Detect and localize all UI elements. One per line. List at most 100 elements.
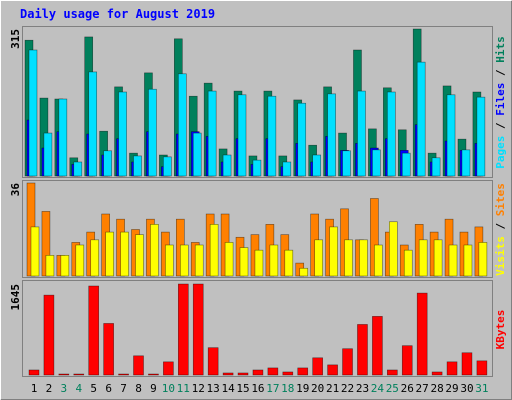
x-tick-label: 25: [386, 382, 399, 395]
x-tick-label: 19: [296, 382, 309, 395]
bar: [207, 90, 217, 177]
bar: [329, 226, 338, 277]
x-tick-label: 15: [236, 382, 249, 395]
bar: [224, 242, 234, 277]
bar: [342, 348, 353, 376]
bar: [252, 159, 262, 177]
bar: [269, 244, 279, 277]
bar: [448, 244, 458, 277]
bar: [43, 294, 55, 376]
x-tick-label: 3: [61, 382, 68, 395]
bar: [403, 249, 413, 277]
bar: [58, 98, 68, 177]
bar: [327, 93, 336, 177]
x-tick-label: 9: [150, 382, 157, 395]
chart-title: Daily usage for August 2019: [20, 7, 215, 21]
bar: [387, 369, 398, 376]
x-tick-label: 17: [266, 382, 279, 395]
legend: KBytes: [494, 310, 507, 350]
bar: [401, 345, 413, 376]
bar: [314, 239, 323, 277]
bar: [252, 369, 264, 376]
bar: [192, 132, 202, 177]
x-tick-label: 5: [90, 382, 97, 395]
bar: [163, 156, 172, 177]
x-tick-label: 28: [430, 382, 443, 395]
bar: [43, 132, 53, 177]
bar: [73, 161, 83, 177]
legend-entry: Hits: [494, 36, 507, 63]
bar: [178, 73, 187, 177]
bar: [103, 323, 114, 376]
bar: [416, 292, 428, 376]
bar: [372, 316, 383, 376]
bar: [45, 255, 55, 277]
bar: [267, 367, 279, 376]
x-tick-label: 27: [416, 382, 429, 395]
legend-separator: /: [494, 69, 507, 76]
bar: [105, 231, 114, 277]
bar: [297, 367, 309, 376]
bar: [299, 267, 309, 277]
bar: [73, 373, 85, 376]
bar: [150, 224, 159, 277]
bar: [401, 152, 411, 177]
bar: [389, 221, 398, 277]
bar: [178, 283, 189, 376]
x-tick-label: 14: [221, 382, 235, 395]
bar: [60, 255, 70, 277]
bar: [28, 369, 40, 376]
bar: [30, 226, 40, 277]
bar: [192, 283, 204, 376]
bar: [446, 94, 456, 177]
bar: [431, 371, 443, 376]
x-tick-label: 22: [341, 382, 354, 395]
bar: [75, 244, 85, 277]
x-tick-label: 16: [251, 382, 264, 395]
bar: [207, 347, 219, 376]
bar: [118, 91, 127, 177]
panel-frame: [22, 280, 493, 377]
bar: [372, 149, 381, 177]
y-tick-label: 36: [9, 183, 22, 197]
x-tick-label: 29: [445, 382, 458, 395]
x-tick-label: 24: [371, 382, 385, 395]
bar: [282, 371, 294, 376]
bar: [431, 157, 441, 177]
panel-frame: [22, 180, 493, 278]
bar: [237, 372, 249, 376]
bar: [222, 372, 234, 376]
x-tick-label: 13: [207, 382, 220, 395]
bar: [239, 247, 249, 277]
x-tick-label: 30: [460, 382, 473, 395]
bar: [418, 239, 428, 277]
bar: [133, 355, 144, 376]
legend-entry: KBytes: [494, 310, 507, 350]
bar: [28, 49, 38, 177]
bar: [342, 150, 351, 177]
x-tick-label: 20: [311, 382, 324, 395]
bar: [148, 373, 159, 376]
bar: [120, 231, 129, 277]
bar: [416, 61, 426, 177]
legend-entry: Pages: [494, 136, 507, 169]
x-tick-label: 1: [31, 382, 38, 395]
panel-frame: [22, 26, 493, 178]
y-tick-label: 1645: [9, 284, 22, 311]
bar: [297, 102, 307, 177]
bar: [463, 244, 473, 277]
bar: [476, 360, 488, 376]
x-tick-label: 7: [120, 382, 127, 395]
x-tick-label: 2: [46, 382, 53, 395]
x-tick-label: 8: [135, 382, 142, 395]
bar: [344, 239, 353, 277]
legend-separator: /: [494, 122, 507, 129]
bar: [359, 239, 368, 277]
bar: [267, 95, 277, 177]
bar: [461, 352, 473, 376]
bar: [194, 244, 204, 277]
bar: [88, 71, 98, 177]
x-tick-label: 6: [105, 382, 112, 395]
